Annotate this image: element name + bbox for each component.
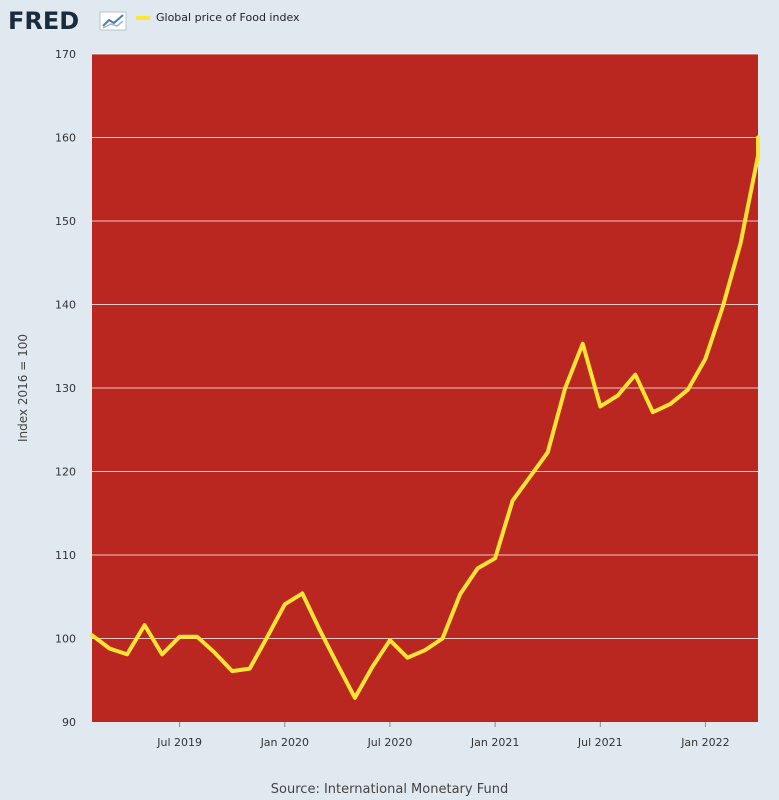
x-tick-label: Jul 2020 xyxy=(367,736,413,749)
series-line-food-index xyxy=(90,135,760,700)
source-note: Source: International Monetary Fund xyxy=(270,782,509,797)
x-tick-label: Jan 2021 xyxy=(470,736,519,749)
y-tick-label: 130 xyxy=(55,382,76,395)
y-tick-label: 150 xyxy=(55,215,76,228)
y-tick-label: 110 xyxy=(55,549,76,562)
chart-trend-icon xyxy=(99,11,127,31)
x-axis-ticks: Jul 2019 Jan 2020 Jul 2020 Jan 2021 Jul 2021… xyxy=(156,722,730,749)
legend-swatch xyxy=(136,15,150,20)
y-axis-ticks: 90 100 110 120 130 140 150 160 170 xyxy=(55,48,76,729)
legend: Global price of Food index xyxy=(136,11,300,24)
fred-logo-graphic: FRED xyxy=(8,7,127,35)
y-tick-label: 90 xyxy=(62,716,76,729)
x-tick-label: Jul 2019 xyxy=(156,736,202,749)
y-tick-label: 120 xyxy=(55,466,76,479)
gridlines xyxy=(92,53,758,639)
legend-label: Global price of Food index xyxy=(156,11,300,24)
y-tick-label: 100 xyxy=(55,633,76,646)
x-tick-label: Jan 2022 xyxy=(680,736,729,749)
y-tick-label: 160 xyxy=(55,132,76,145)
fred-wordmark: FRED xyxy=(8,7,79,34)
fred-logo[interactable]: FRED xyxy=(8,6,130,38)
y-tick-label: 170 xyxy=(55,48,76,61)
y-axis-label: Index 2016 = 100 xyxy=(16,334,30,442)
x-tick-label: Jan 2020 xyxy=(260,736,309,749)
x-tick-label: Jul 2021 xyxy=(577,736,623,749)
y-tick-label: 140 xyxy=(55,299,76,312)
